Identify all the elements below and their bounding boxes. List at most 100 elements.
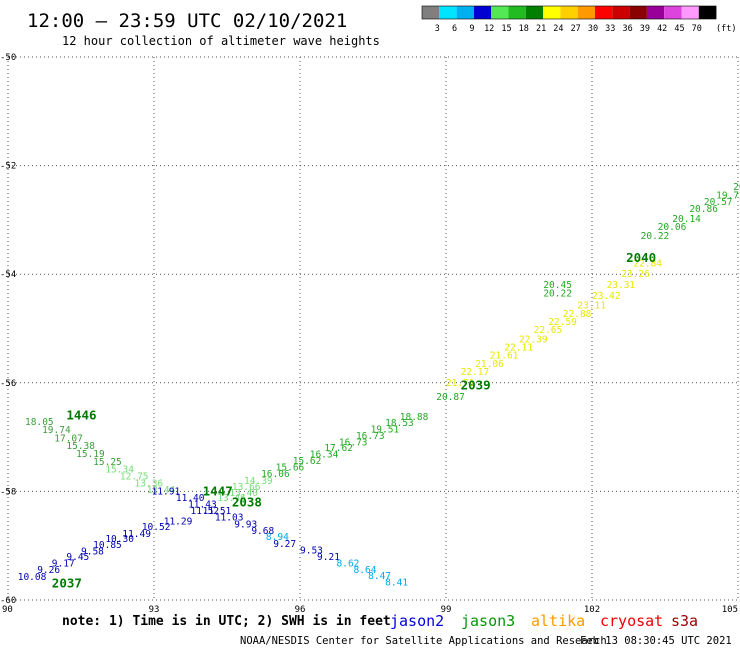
wave-height-point: 21.71 xyxy=(446,378,475,389)
y-tick-label: -58 xyxy=(0,487,16,497)
legend-value: 12 xyxy=(484,24,494,34)
wave-height-point: 16.73 xyxy=(356,431,385,442)
pass-time-label: 2037 xyxy=(52,576,82,591)
wave-height-point: 10.30 xyxy=(105,534,134,545)
legend-swatch xyxy=(595,6,613,19)
wave-height-point: 9.27 xyxy=(273,539,296,550)
wave-height-point: 9.26 xyxy=(37,565,60,576)
wave-height-point: 22.88 xyxy=(563,309,592,320)
satellite-jason2: jason2 xyxy=(390,612,444,630)
wave-height-point: 9.58 xyxy=(81,547,104,558)
legend-swatch xyxy=(612,6,630,19)
legend-swatch xyxy=(629,6,647,19)
wave-height-point: 22.17 xyxy=(461,367,490,378)
satellite-s3a: s3a xyxy=(671,612,698,630)
pass-time-label: 1447 xyxy=(203,483,233,498)
legend-value: 36 xyxy=(622,24,632,34)
wave-height-point: 11.29 xyxy=(164,516,193,527)
y-tick-label: -54 xyxy=(0,270,16,280)
legend-value: 70 xyxy=(692,24,702,34)
wave-height-point: 17.62 xyxy=(324,443,353,454)
footer-note: note: 1) Time is in UTC; 2) SWH is in fe… xyxy=(62,614,391,629)
x-tick-label: 93 xyxy=(149,605,160,615)
plot-grid xyxy=(7,56,739,601)
wave-height-point: 17.07 xyxy=(54,434,83,445)
wave-height-tracks: 18.0519.7417.0715.3815.1915.2515.3412.75… xyxy=(18,182,740,589)
wave-height-point: 11.91 xyxy=(152,486,181,497)
track-series: 21.7122.1721.0621.6122.1122.3922.6522.59… xyxy=(446,258,662,388)
wave-height-point: 18.53 xyxy=(385,418,414,429)
legend-value: 24 xyxy=(553,24,563,34)
y-tick-label: -52 xyxy=(0,162,16,172)
wave-height-point: 20.86 xyxy=(689,204,718,215)
legend-swatch xyxy=(681,6,699,19)
legend-swatch xyxy=(456,6,474,19)
legend-value: 15 xyxy=(501,24,511,34)
wave-height-point: 13.66 xyxy=(232,482,261,493)
legend-swatch xyxy=(439,6,457,19)
y-tick-label: -60 xyxy=(0,596,16,606)
wave-height-point: 14.39 xyxy=(244,476,273,487)
legend-value: 30 xyxy=(588,24,598,34)
satellite-altika: altika xyxy=(531,612,585,630)
wave-height-point: 10.08 xyxy=(18,572,47,583)
wave-height-point: 15.19 xyxy=(76,449,105,460)
wave-height-point: 8.41 xyxy=(385,578,408,589)
wave-height-point: 13.46 xyxy=(217,493,246,504)
wave-height-point: 9.93 xyxy=(234,520,257,531)
legend-swatch xyxy=(508,6,526,19)
wave-height-point: 11.03 xyxy=(215,512,244,523)
wave-height-point: 20.06 xyxy=(658,222,687,233)
legend-swatch xyxy=(560,6,578,19)
wave-height-point: 18.05 xyxy=(25,417,54,428)
wave-height-point: 20.57 xyxy=(704,197,733,208)
wave-height-point: 15.66 xyxy=(276,463,305,474)
legend-swatch xyxy=(525,6,544,19)
legend-value: 27 xyxy=(571,24,581,34)
wave-height-point: 22.65 xyxy=(534,325,563,336)
wave-height-point: 19.72 xyxy=(716,190,740,201)
wave-height-point: 23.31 xyxy=(607,280,636,291)
wave-height-point: 20.22 xyxy=(543,289,572,300)
x-tick-label: 102 xyxy=(584,605,600,615)
track-series: 16.0615.6615.6216.3417.6216.7316.7319.51… xyxy=(261,182,740,480)
legend-frame xyxy=(421,5,717,20)
legend-swatch xyxy=(422,6,440,19)
wave-height-point: 21.61 xyxy=(490,351,519,362)
wave-height-point: 8.62 xyxy=(337,559,360,570)
wave-height-point: 22.39 xyxy=(519,334,548,345)
wave-height-point: 13.36 xyxy=(135,478,164,489)
x-tick-label: 96 xyxy=(295,605,306,615)
wave-height-point: 8.47 xyxy=(368,571,391,582)
chart-title: 12:00 – 23:59 UTC 02/10/2021 xyxy=(27,10,347,32)
track-series: 8.94 8.628.648.478.41 xyxy=(266,532,408,589)
wave-height-point: 11.49 xyxy=(122,529,151,540)
wave-height-point: 16.34 xyxy=(310,449,339,460)
wave-height-point: 12.75 xyxy=(120,472,149,483)
y-axis-ticks: -50 -52 -54 -56 -58 -60 xyxy=(0,53,16,606)
wave-height-point: 8.94 xyxy=(266,532,289,543)
y-tick-label: -50 xyxy=(0,53,16,63)
legend-value: 9 xyxy=(469,24,474,34)
wave-height-point: 12.44 xyxy=(147,485,176,496)
wave-height-point: 15.62 xyxy=(293,456,322,467)
legend-swatch xyxy=(491,6,509,19)
wave-height-point: 15.25 xyxy=(93,457,122,468)
legend-swatch xyxy=(646,6,665,19)
wave-height-point: 9.17 xyxy=(52,559,75,570)
legend-swatch xyxy=(473,6,492,19)
legend-value: 21 xyxy=(536,24,546,34)
wave-height-point: 23.26 xyxy=(621,269,650,280)
wave-height-point: 9.68 xyxy=(251,526,274,537)
wave-height-point: 11.51 xyxy=(203,506,232,517)
x-tick-label: 99 xyxy=(441,605,452,615)
color-legend: 3 6 9 12 15 18 21 24 27 30 33 36 39 42 45 70 (ft) xyxy=(421,5,736,34)
chart-subtitle: 12 hour collection of altimeter wave hei… xyxy=(62,34,380,48)
legend-value: 3 xyxy=(435,24,440,34)
pass-time-label: 2038 xyxy=(232,494,262,509)
